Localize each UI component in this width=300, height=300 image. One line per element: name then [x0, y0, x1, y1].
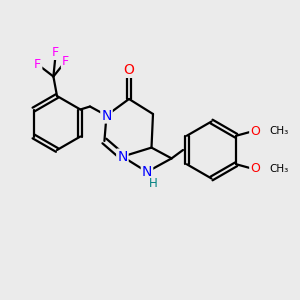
Text: F: F	[34, 58, 41, 71]
Text: O: O	[250, 162, 260, 175]
Text: N: N	[142, 165, 152, 179]
Text: H: H	[149, 177, 158, 190]
Text: CH₃: CH₃	[269, 126, 288, 136]
Text: F: F	[52, 46, 59, 59]
Text: O: O	[124, 63, 134, 77]
Text: N: N	[117, 150, 128, 164]
Text: O: O	[250, 125, 260, 138]
Text: CH₃: CH₃	[269, 164, 288, 174]
Text: N: N	[101, 109, 112, 122]
Text: F: F	[62, 55, 69, 68]
